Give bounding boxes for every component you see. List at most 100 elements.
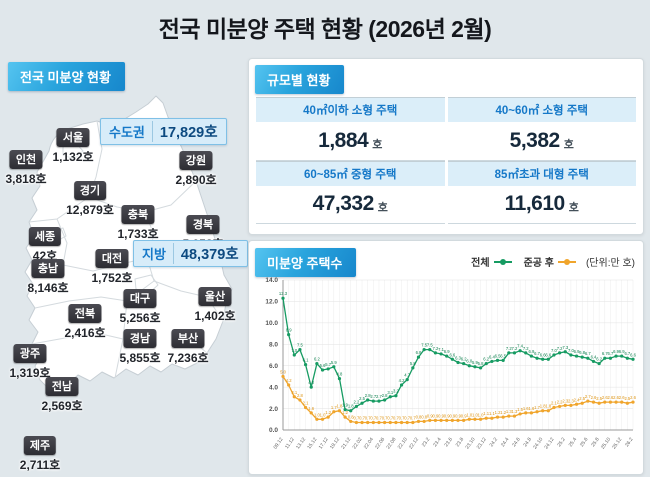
svg-text:24.8: 24.8 (523, 437, 534, 449)
region-item: 대전 1,752호 (91, 249, 133, 286)
svg-text:1.8: 1.8 (540, 404, 546, 409)
region-count: 2,711호 (19, 458, 61, 472)
size-cell-label: 40㎡이하 소형 주택 (256, 97, 445, 122)
region-badge: 서울 (56, 128, 90, 147)
size-section-header: 규모별 현황 (255, 65, 345, 94)
svg-text:7.2: 7.2 (433, 346, 439, 351)
svg-text:6.9: 6.9 (528, 349, 534, 354)
svg-text:2.6: 2.6 (602, 395, 608, 400)
legend-label: 전체 (471, 258, 490, 269)
legend-items: 전체 준공 후 (471, 254, 576, 269)
summary-label: 지방 (142, 247, 166, 262)
svg-text:7.2: 7.2 (523, 346, 529, 351)
region-badge: 광주 (13, 344, 47, 363)
svg-text:25.2: 25.2 (556, 437, 567, 449)
svg-text:2.8: 2.8 (365, 393, 371, 398)
svg-text:6.2: 6.2 (596, 357, 602, 362)
legend-item: 준공 후 (524, 254, 576, 269)
svg-text:22.06: 22.06 (374, 437, 386, 451)
svg-text:24.4: 24.4 (500, 437, 511, 449)
svg-text:1.7: 1.7 (534, 405, 540, 410)
svg-text:2.1: 2.1 (303, 401, 309, 406)
svg-text:22.12: 22.12 (408, 437, 420, 451)
svg-text:22.08: 22.08 (385, 437, 397, 451)
svg-text:6.5: 6.5 (495, 353, 501, 358)
svg-text:2.1: 2.1 (551, 401, 557, 406)
svg-text:2.2: 2.2 (353, 399, 359, 404)
size-cell-label: 85㎡초과 대형 주택 (447, 160, 636, 186)
region-count: 8,146호 (27, 281, 69, 295)
svg-text:1.1: 1.1 (483, 411, 489, 416)
svg-text:5.9: 5.9 (331, 360, 337, 365)
svg-text:0.8: 0.8 (348, 414, 354, 419)
svg-text:09.12: 09.12 (273, 437, 285, 451)
summary-box: 수도권 17,829호 (100, 118, 227, 145)
svg-text:2.7: 2.7 (370, 394, 376, 399)
size-cell-value: 11,610 호 (447, 186, 636, 224)
svg-text:0.9: 0.9 (438, 413, 444, 418)
svg-text:7.2: 7.2 (512, 346, 518, 351)
svg-text:26.2: 26.2 (624, 437, 635, 449)
svg-text:25.12: 25.12 (611, 437, 623, 451)
svg-text:2.4: 2.4 (574, 397, 580, 402)
region-badge: 경북 (186, 215, 220, 234)
region-badge: 충남 (31, 259, 65, 278)
region-count: 3,818호 (5, 172, 47, 186)
region-count: 7,236호 (167, 351, 209, 365)
legend-item: 전체 (471, 254, 512, 269)
svg-text:0.7: 0.7 (382, 416, 388, 421)
region-count: 1,132호 (52, 150, 94, 164)
svg-text:6.9: 6.9 (444, 349, 450, 354)
svg-text:1.6: 1.6 (528, 406, 534, 411)
svg-text:1.6: 1.6 (308, 406, 314, 411)
svg-text:4.8: 4.8 (337, 372, 343, 377)
size-cell-value: 1,884 호 (256, 122, 445, 161)
svg-text:7.1: 7.1 (438, 347, 444, 352)
svg-text:5.8: 5.8 (478, 361, 484, 366)
svg-text:25.6: 25.6 (579, 437, 590, 449)
svg-text:2.0: 2.0 (269, 406, 278, 413)
summary-label: 수도권 (109, 125, 145, 140)
svg-text:6.6: 6.6 (449, 352, 455, 357)
svg-text:13.12: 13.12 (295, 437, 307, 451)
svg-text:2.3: 2.3 (562, 398, 568, 403)
svg-text:10.0: 10.0 (265, 320, 278, 327)
svg-text:7.2: 7.2 (506, 346, 512, 351)
svg-text:2.6: 2.6 (613, 395, 619, 400)
svg-text:22.10: 22.10 (397, 437, 409, 451)
svg-text:7.0: 7.0 (291, 348, 297, 353)
svg-text:7.2: 7.2 (557, 346, 563, 351)
svg-text:14.0: 14.0 (265, 277, 278, 284)
size-status-panel: 규모별 현황 40㎡이하 소형 주택 40~60㎡ 소형 주택 1,884 호 5,38… (248, 58, 644, 235)
svg-text:5.6: 5.6 (320, 363, 326, 368)
svg-text:25.8: 25.8 (590, 437, 601, 449)
svg-text:0.9: 0.9 (433, 413, 439, 418)
page-title: 전국 미분양 주택 현황 (2026년 2월) (158, 16, 492, 42)
size-cell-unit: 호 (372, 138, 383, 151)
legend-line-dot-icon (557, 260, 576, 263)
svg-text:1.0: 1.0 (472, 412, 478, 417)
svg-text:7.0: 7.0 (568, 348, 574, 353)
region-badge: 부산 (171, 329, 205, 348)
svg-text:0.7: 0.7 (376, 416, 382, 421)
region-badge: 울산 (198, 287, 232, 306)
region-badge: 경남 (123, 329, 157, 348)
size-cell-value: 47,332 호 (256, 186, 445, 224)
svg-text:6.7: 6.7 (624, 351, 630, 356)
region-item: 경기 12,879호 (66, 181, 114, 218)
svg-text:0.0: 0.0 (269, 427, 278, 434)
svg-text:0.7: 0.7 (399, 416, 405, 421)
chart-unit-note: (단위:만 호) (585, 258, 635, 269)
unsold-line-chart: 0.0 2.0 4.0 6.0 8.0 10.0 12.0 14.0 09.12 11.12 13.… (265, 277, 636, 451)
svg-text:1.6: 1.6 (523, 406, 529, 411)
svg-text:1.2: 1.2 (495, 410, 501, 415)
size-cell-number: 5,382 (509, 128, 561, 152)
svg-text:6.4: 6.4 (489, 354, 495, 359)
region-item: 강원 2,890호 (175, 151, 217, 188)
svg-text:7.5: 7.5 (427, 343, 433, 348)
region-badge: 세종 (28, 227, 62, 246)
svg-text:23.10: 23.10 (464, 437, 476, 451)
svg-text:0.8: 0.8 (416, 414, 422, 419)
svg-text:5.8: 5.8 (410, 361, 416, 366)
chart-legend: 전체 준공 후 (단위:만 호) (471, 254, 635, 269)
